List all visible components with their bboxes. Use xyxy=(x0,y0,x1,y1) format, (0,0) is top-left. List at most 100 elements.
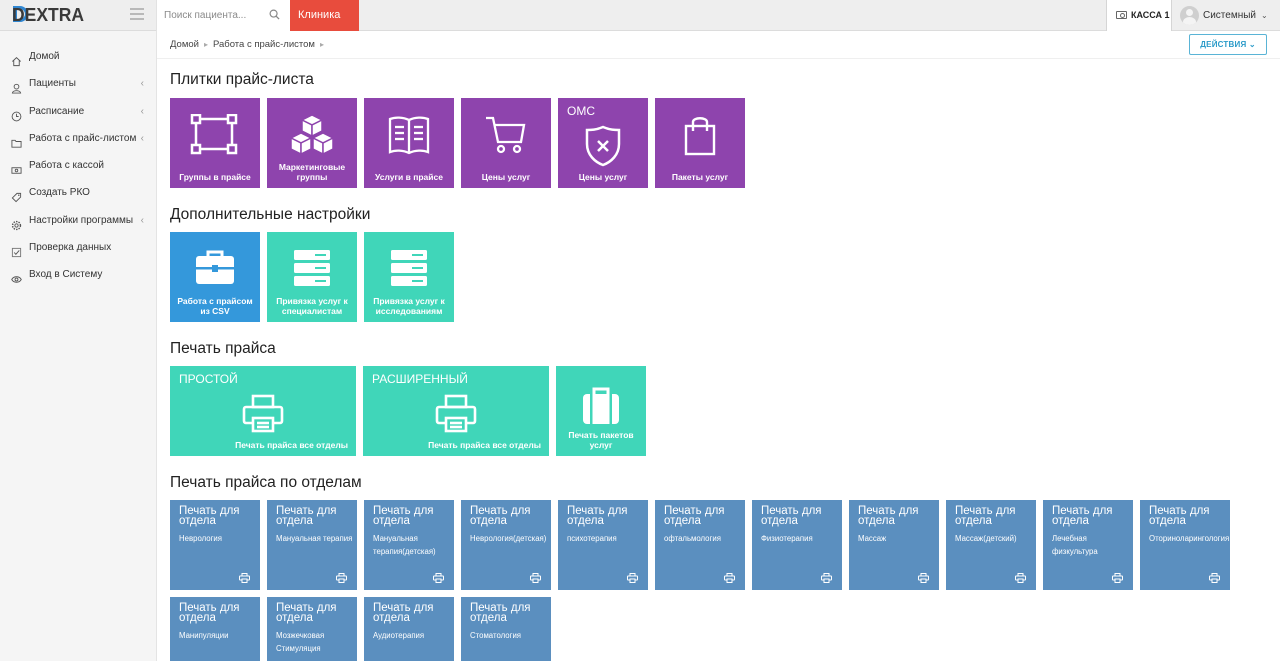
sidebar-item-2[interactable]: Расписание ‹ xyxy=(0,98,156,125)
dept-tile-14[interactable]: Печать для отдела Стоматология xyxy=(461,597,551,661)
search-input[interactable] xyxy=(157,0,261,30)
extra-tile-1[interactable]: Привязка услуг к специалистам xyxy=(267,232,357,322)
dept-tile-1[interactable]: Печать для отдела Мануальная терапия xyxy=(267,500,357,590)
kassa-button[interactable]: КАССА 1 xyxy=(1106,0,1172,31)
dept-tile-title: Печать для отдела xyxy=(470,505,531,527)
printer-icon xyxy=(336,570,347,583)
printer-icon xyxy=(821,570,832,583)
dept-tile-13[interactable]: Печать для отдела Аудиотерапия xyxy=(364,597,454,661)
logo[interactable]: DEXTRA xyxy=(12,4,122,26)
clock-icon xyxy=(11,106,22,121)
tag-icon xyxy=(11,187,22,203)
cubes-icon xyxy=(288,114,336,161)
dept-tile-8[interactable]: Печать для отдела Массаж(детский) xyxy=(946,500,1036,590)
price-tile-2[interactable]: Услуги в прайсе xyxy=(364,98,454,188)
dept-name: психотерапия xyxy=(567,534,617,543)
breadcrumb-current: Работа с прайс-листом xyxy=(212,39,315,50)
dept-tile-11[interactable]: Печать для отдела Манипуляции xyxy=(170,597,260,661)
dept-tile-5[interactable]: Печать для отдела офтальмология xyxy=(655,500,745,590)
dept-tile-6[interactable]: Печать для отдела Физиотерапия xyxy=(752,500,842,590)
breadcrumb-home[interactable]: Домой xyxy=(170,39,199,50)
cash-register-icon xyxy=(1116,11,1127,19)
sidebar-item-1[interactable]: Пациенты ‹ xyxy=(0,70,156,97)
dept-tile-title: Печать для отдела xyxy=(470,602,531,624)
chevron-left-icon: ‹ xyxy=(140,78,144,90)
extra-tile-0[interactable]: Работа с прайсом из CSV xyxy=(170,232,260,322)
chevron-down-icon: ⌄ xyxy=(1261,11,1268,20)
user-menu[interactable]: Системный ⌄ xyxy=(1180,5,1268,26)
dept-tile-2[interactable]: Печать для отдела Мануальная терапия(детс… xyxy=(364,500,454,590)
suitcase-icon xyxy=(580,386,622,431)
price-tile-4[interactable]: ОМС Цены услуг xyxy=(558,98,648,188)
dept-tile-9[interactable]: Печать для отдела Лечебная физкультура xyxy=(1043,500,1133,590)
dept-tile-title: Печать для отдела xyxy=(761,505,822,527)
dept-tile-title: Печать для отдела xyxy=(276,602,337,624)
menu-toggle-icon[interactable] xyxy=(130,8,144,22)
sidebar-item-8[interactable]: Вход в Систему xyxy=(0,261,156,288)
sidebar-item-label: Домой xyxy=(29,51,60,62)
sidebar-item-6[interactable]: Настройки программы ‹ xyxy=(0,207,156,234)
dept-name: Массаж xyxy=(858,534,887,543)
print-tile-1[interactable]: РАСШИРЕННЫЙ Печать прайса все отделы xyxy=(363,366,549,456)
cash-icon xyxy=(11,160,22,174)
dept-tile-title: Печать для отдела xyxy=(276,505,337,527)
price-tile-3[interactable]: Цены услуг xyxy=(461,98,551,188)
dept-tile-title: Печать для отдела xyxy=(1052,505,1113,527)
actions-button[interactable]: ДЕЙСТВИЯ ⌄ xyxy=(1189,34,1267,55)
dept-tile-10[interactable]: Печать для отдела Оториноларингология xyxy=(1140,500,1230,590)
sidebar-item-7[interactable]: Проверка данных xyxy=(0,234,156,261)
sidebar-item-label: Работа с кассой xyxy=(29,160,104,172)
tile-corner-label: ПРОСТОЙ xyxy=(179,372,238,386)
tile-label: Услуги в прайсе xyxy=(375,171,443,182)
dept-name: Манипуляции xyxy=(179,631,229,640)
sidebar-item-4[interactable]: Работа с кассой xyxy=(0,152,156,179)
dept-tile-title: Печать для отдела xyxy=(179,505,240,527)
sidebar-item-label: Пациенты xyxy=(29,78,76,90)
price-tile-0[interactable]: Группы в прайсе xyxy=(170,98,260,188)
clinic-button[interactable]: Клиника xyxy=(290,0,359,31)
printer-icon xyxy=(627,570,638,583)
printer-icon xyxy=(239,570,250,583)
user-name: Системный xyxy=(1203,10,1257,21)
briefcase-icon xyxy=(193,248,237,293)
tile-label: Маркетинговые группы xyxy=(278,162,346,182)
checkbox-icon xyxy=(11,242,22,258)
top-bar: DEXTRA Клиника КАССА 1 Системный ⌄ xyxy=(0,0,1280,31)
section-title-tiles: Плитки прайс-листа xyxy=(170,71,314,88)
search-icon[interactable] xyxy=(269,9,280,20)
price-tile-5[interactable]: Пакеты услуг xyxy=(655,98,745,188)
dept-tile-title: Печать для отдела xyxy=(179,602,240,624)
printer-icon xyxy=(918,570,929,583)
breadcrumb: Домой ▸ Работа с прайс-листом ▸ xyxy=(170,39,329,50)
user-icon xyxy=(11,78,22,94)
dept-name: Лечебная физкультура xyxy=(1052,534,1098,556)
extra-tile-2[interactable]: Привязка услуг к исследованиям xyxy=(364,232,454,322)
print-tile-0[interactable]: ПРОСТОЙ Печать прайса все отделы xyxy=(170,366,356,456)
sidebar-item-label: Настройки программы xyxy=(29,214,134,226)
dept-tile-7[interactable]: Печать для отдела Массаж xyxy=(849,500,939,590)
tile-label: Печать прайса все отделы xyxy=(428,439,541,450)
price-tile-1[interactable]: Маркетинговые группы xyxy=(267,98,357,188)
chevron-left-icon: ‹ xyxy=(140,214,144,226)
sidebar-item-5[interactable]: Создать РКО xyxy=(0,179,156,206)
dept-tile-3[interactable]: Печать для отдела Неврология(детская) xyxy=(461,500,551,590)
dept-name: офтальмология xyxy=(664,534,721,543)
tile-label: Печать пакетов услуг xyxy=(568,430,634,450)
sidebar-item-3[interactable]: Работа с прайс-листом ‹ xyxy=(0,125,156,152)
chevron-left-icon: ‹ xyxy=(140,132,144,144)
dept-tile-title: Печать для отдела xyxy=(858,505,919,527)
sidebar-item-label: Работа с прайс-листом xyxy=(29,132,137,144)
print-tile-2[interactable]: Печать пакетов услуг xyxy=(556,366,646,456)
printer-icon xyxy=(433,570,444,583)
dept-tile-title: Печать для отдела xyxy=(1149,505,1210,527)
dept-name: Стоматология xyxy=(470,631,522,640)
printer-icon xyxy=(241,394,285,439)
home-icon xyxy=(11,51,22,67)
dept-tile-4[interactable]: Печать для отдела психотерапия xyxy=(558,500,648,590)
dept-tile-0[interactable]: Печать для отдела Неврология xyxy=(170,500,260,590)
sidebar-item-label: Проверка данных xyxy=(29,242,112,254)
chevron-left-icon: ‹ xyxy=(140,105,144,117)
sidebar-item-label: Расписание xyxy=(29,105,85,117)
dept-tile-12[interactable]: Печать для отдела Мозжечковая Стимуляция xyxy=(267,597,357,661)
sidebar-item-0[interactable]: Домой xyxy=(0,43,156,70)
